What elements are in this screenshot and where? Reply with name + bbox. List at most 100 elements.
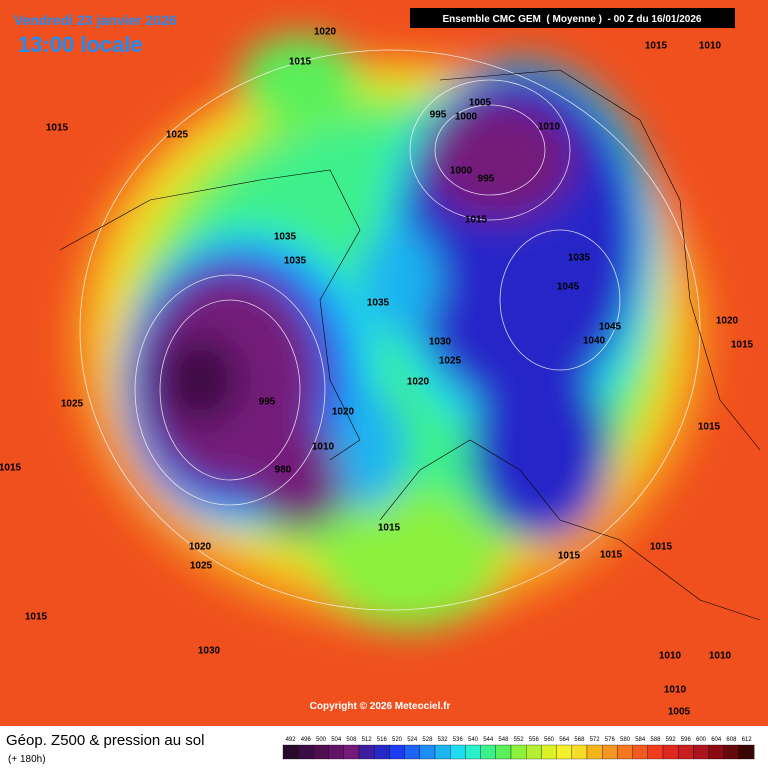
- isobar-label: 1045: [599, 322, 622, 333]
- isobar-label: 1015: [650, 542, 673, 553]
- isobar-label: 1015: [46, 123, 69, 134]
- isobar-label: 1035: [284, 256, 307, 267]
- scale-swatch: [617, 744, 633, 760]
- isobar-label: 1035: [274, 232, 297, 243]
- color-scale: 492 496 500 504 508 512 516 520 524 528 532 536 540 5…: [282, 737, 755, 760]
- scale-label: 508: [346, 737, 357, 743]
- isobar-label: 1020: [332, 407, 355, 418]
- model-info: Ensemble CMC GEM ( Moyenne ) - 00 Z du 1…: [443, 14, 702, 25]
- scale-label: 492: [286, 737, 297, 743]
- scale-swatch: [480, 744, 496, 760]
- scale-swatch: [434, 744, 451, 760]
- isobar-label: 1025: [439, 356, 462, 367]
- scale-swatch: [586, 744, 603, 760]
- isobar-label: 1015: [25, 612, 48, 623]
- scale-label: 540: [468, 737, 479, 743]
- scale-label: 536: [453, 737, 464, 743]
- scale-label: 548: [498, 737, 509, 743]
- scale-label: 604: [711, 737, 722, 743]
- isobar-label: 1035: [568, 253, 591, 264]
- copyright: Copyright © 2026 Meteociel.fr: [310, 701, 451, 712]
- scale-label: 612: [742, 737, 753, 743]
- scale-swatch: [647, 744, 664, 760]
- scale-label: 504: [331, 737, 342, 743]
- scale-swatch: [708, 744, 724, 760]
- isobar-label: 1015: [558, 551, 581, 562]
- isobar-label: 1020: [716, 316, 739, 327]
- isobar-label: 1015: [289, 57, 312, 68]
- isobar-label: 1000: [455, 112, 478, 123]
- scale-swatch: [404, 744, 420, 760]
- isobar-label: 1010: [312, 442, 335, 453]
- isobar-label: 1020: [189, 542, 212, 553]
- scale-label: 496: [301, 737, 312, 743]
- isobar-label: 1010: [699, 41, 722, 52]
- isobar-label: 1005: [668, 707, 691, 718]
- scale-label: 552: [514, 737, 525, 743]
- scale-label: 524: [407, 737, 418, 743]
- scale-label: 600: [696, 737, 707, 743]
- scale-swatch: [343, 744, 360, 760]
- isobar-label: 1025: [190, 561, 213, 572]
- scale-label: 576: [605, 737, 616, 743]
- scale-swatch: [571, 744, 588, 760]
- scale-label: 588: [650, 737, 661, 743]
- scale-label: 560: [544, 737, 555, 743]
- isobars: [79, 49, 701, 611]
- isobar-label: 995: [478, 174, 495, 185]
- isobar-label: 1015: [0, 463, 22, 474]
- coastlines: [59, 69, 761, 621]
- scale-swatch: [298, 744, 314, 760]
- scale-swatch: [510, 744, 527, 760]
- isobar-label: 1025: [61, 399, 84, 410]
- scale-swatch: [419, 744, 436, 760]
- scale-swatch: [526, 744, 542, 760]
- isobar-label: 1010: [709, 651, 732, 662]
- isobar-label: 1015: [731, 340, 754, 351]
- scale-swatch: [738, 744, 755, 760]
- isobar-label: 1015: [378, 523, 401, 534]
- isobar-label: 1030: [429, 337, 452, 348]
- scale-label: 532: [438, 737, 449, 743]
- scale-swatch: [358, 744, 375, 760]
- scale-label: 556: [529, 737, 540, 743]
- scale-swatch: [465, 744, 481, 760]
- scale-swatch: [556, 744, 572, 760]
- isobar-label: 1010: [538, 122, 561, 133]
- scale-swatch: [328, 744, 344, 760]
- scale-swatch: [374, 744, 390, 760]
- scale-swatch: [693, 744, 709, 760]
- isobar-label: 980: [275, 465, 292, 476]
- scale-label: 596: [681, 737, 692, 743]
- footer-lead: (+ 180h): [8, 754, 46, 765]
- scale-label: 516: [377, 737, 388, 743]
- scale-label: 608: [726, 737, 737, 743]
- scale-label: 568: [574, 737, 585, 743]
- date: Vendredi 23 janvier 2026: [14, 12, 177, 28]
- model-box: [410, 8, 735, 28]
- scale-swatch: [313, 744, 329, 760]
- scale-swatch: [495, 744, 512, 760]
- scale-label: 544: [483, 737, 494, 743]
- scale-swatch: [662, 744, 679, 760]
- scale-swatch: [602, 744, 618, 760]
- isobar-label: 1035: [367, 298, 390, 309]
- isobar-label: 1040: [583, 336, 606, 347]
- height-field: [70, 35, 710, 630]
- scale-label: 564: [559, 737, 570, 743]
- scale-swatch: [632, 744, 648, 760]
- isobar-label: 1020: [314, 27, 337, 38]
- scale-swatch: [450, 744, 466, 760]
- scale-label: 512: [362, 737, 373, 743]
- scale-label: 500: [316, 737, 327, 743]
- scale-label: 580: [620, 737, 631, 743]
- isobar-label: 1045: [557, 282, 580, 293]
- isobar-labels: 1020 1015 1015 1025 1005 995 1000 1010 1000 995 10…: [0, 27, 754, 718]
- scale-label: 584: [635, 737, 646, 743]
- footer-title: Géop. Z500 & pression au sol: [6, 732, 204, 749]
- isobar-label: 995: [259, 397, 276, 408]
- isobar-label: 1025: [166, 130, 189, 141]
- isobar-label: 995: [430, 110, 447, 121]
